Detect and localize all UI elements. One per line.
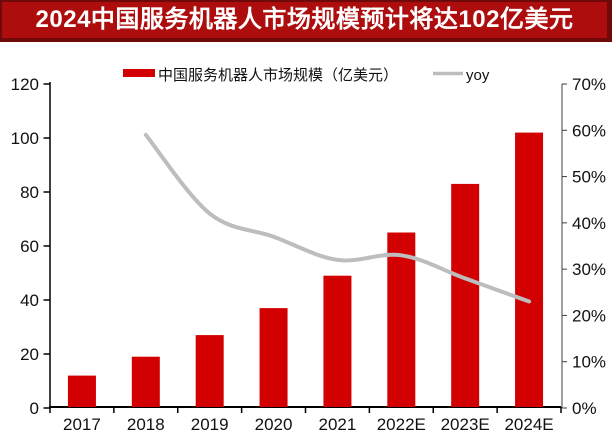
right-axis-tick-label: 40% (572, 214, 606, 233)
left-axis-tick-label: 20 (20, 345, 39, 364)
right-axis-tick-label: 50% (572, 168, 606, 187)
x-axis-label-2023E: 2023E (441, 415, 490, 434)
bar-2019 (195, 335, 224, 407)
x-axis-label-2018: 2018 (127, 415, 165, 434)
bar-2022E (387, 232, 416, 407)
right-axis-tick-label: 10% (572, 353, 606, 372)
bar-2024E (515, 132, 544, 407)
right-axis-tick-label: 0% (572, 399, 597, 418)
bar-2017 (67, 375, 96, 407)
x-axis-label-2024E: 2024E (504, 415, 553, 434)
yoy-line (143, 132, 532, 304)
chart-title-banner: 2024中国服务机器人市场规模预计将达102亿美元 (0, 0, 612, 42)
right-axis-tick-label: 70% (572, 75, 606, 94)
left-axis-tick-label: 40 (20, 291, 39, 310)
left-axis-tick-label: 100 (11, 129, 39, 148)
x-axis-label-2021: 2021 (319, 415, 357, 434)
right-axis-tick-label: 20% (572, 306, 606, 325)
x-axis-label-2019: 2019 (191, 415, 229, 434)
bar-2023E (451, 183, 480, 407)
bar-2020 (259, 308, 288, 407)
legend-bar-label: 中国服务机器人市场规模（亿美元） (158, 67, 398, 84)
right-axis-tick-label: 60% (572, 121, 606, 140)
right-axis-tick-label: 30% (572, 260, 606, 279)
bar-2021 (323, 275, 352, 407)
bar-2018 (131, 356, 160, 407)
legend-bar-swatch (123, 69, 155, 77)
x-axis-label-2017: 2017 (63, 415, 101, 434)
left-axis-tick-label: 80 (20, 183, 39, 202)
left-axis-tick-label: 120 (11, 75, 39, 94)
chart-title: 2024中国服务机器人市场规模预计将达102亿美元 (35, 6, 574, 33)
x-axis-label-2020: 2020 (255, 415, 293, 434)
x-axis-label-2022E: 2022E (377, 415, 426, 434)
left-axis-tick-label: 60 (20, 237, 39, 256)
left-axis-tick-label: 0 (30, 399, 39, 418)
legend-line-label: yoy (466, 67, 490, 84)
